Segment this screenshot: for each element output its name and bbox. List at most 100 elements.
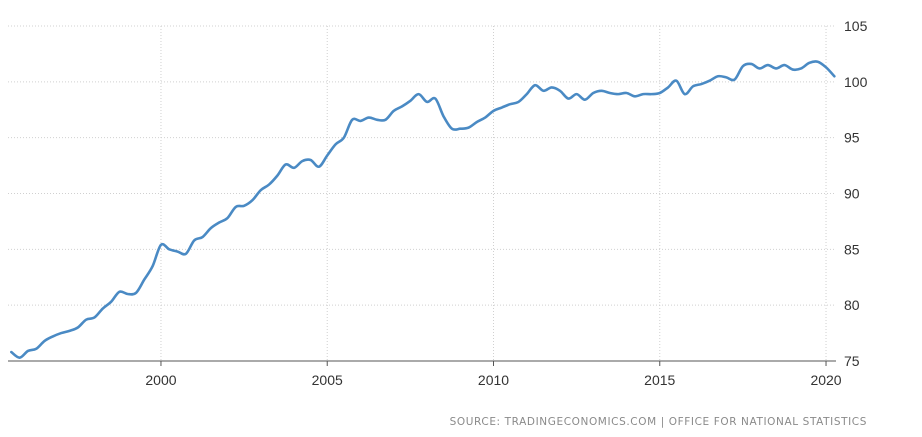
data-point <box>509 103 512 106</box>
data-point <box>43 340 46 343</box>
data-point <box>201 236 204 239</box>
data-point <box>575 93 578 96</box>
y-tick-label: 105 <box>844 18 868 34</box>
data-point <box>650 93 653 96</box>
x-tick-label: 2005 <box>312 372 343 388</box>
data-point <box>359 120 362 123</box>
data-point <box>309 159 312 162</box>
data-point <box>118 290 121 293</box>
data-point <box>492 110 495 113</box>
data-point <box>625 92 628 95</box>
data-point <box>176 250 179 253</box>
data-point <box>700 83 703 86</box>
data-point <box>318 165 321 168</box>
data-point <box>692 85 695 88</box>
data-point <box>642 93 645 96</box>
x-tick-label: 2020 <box>810 372 841 388</box>
x-tick-label: 2000 <box>145 372 176 388</box>
data-point <box>35 347 38 350</box>
data-point <box>93 316 96 319</box>
data-point <box>767 64 770 67</box>
y-tick-label: 100 <box>844 74 868 90</box>
data-point <box>658 92 661 95</box>
data-point <box>609 92 612 95</box>
data-point <box>775 67 778 70</box>
series-line <box>10 60 836 359</box>
data-point <box>451 127 454 130</box>
data-point <box>376 119 379 122</box>
data-point <box>791 68 794 71</box>
data-point <box>301 160 304 163</box>
data-point <box>525 93 528 96</box>
data-point <box>542 89 545 92</box>
data-point <box>758 67 761 70</box>
data-point <box>484 116 487 119</box>
source-note: SOURCE: TRADINGECONOMICS.COM | OFFICE FO… <box>450 416 867 428</box>
data-point <box>559 89 562 92</box>
data-point <box>168 248 171 251</box>
data-point <box>126 293 129 296</box>
data-point <box>708 79 711 82</box>
data-point <box>77 326 80 329</box>
y-tick-label: 85 <box>844 241 860 257</box>
data-point <box>733 78 736 81</box>
data-point <box>351 119 354 122</box>
data-point <box>409 100 412 103</box>
grid <box>8 25 836 362</box>
data-point <box>18 356 21 359</box>
axes <box>8 360 836 366</box>
data-point <box>401 105 404 108</box>
data-point <box>210 227 213 230</box>
y-tick-label: 95 <box>844 130 860 146</box>
data-point <box>825 66 828 69</box>
data-point <box>683 93 686 96</box>
data-point <box>384 119 387 122</box>
data-point <box>426 101 429 104</box>
data-point <box>816 60 819 63</box>
data-point <box>833 75 836 78</box>
data-point <box>135 292 138 295</box>
data-point <box>501 106 504 109</box>
data-point <box>334 143 337 146</box>
data-point <box>143 278 146 281</box>
data-point <box>467 126 470 129</box>
x-tick-label: 2015 <box>644 372 675 388</box>
data-point <box>160 244 163 247</box>
data-point <box>783 64 786 67</box>
data-point <box>634 95 637 98</box>
data-point <box>368 116 371 119</box>
data-point <box>276 174 279 177</box>
data-point <box>725 76 728 79</box>
data-point <box>808 62 811 65</box>
data-point <box>284 163 287 166</box>
data-point <box>326 154 329 157</box>
data-point <box>52 335 55 338</box>
data-point <box>60 332 63 335</box>
data-point <box>442 115 445 118</box>
data-point <box>226 217 229 220</box>
data-point <box>800 67 803 70</box>
data-point <box>10 351 13 354</box>
data-point <box>534 84 537 87</box>
data-point <box>27 350 30 353</box>
data-point <box>750 63 753 66</box>
data-point <box>600 89 603 92</box>
data-point <box>667 86 670 89</box>
data-point <box>675 79 678 82</box>
data-point <box>392 110 395 113</box>
data-point <box>85 318 88 321</box>
data-point <box>434 97 437 100</box>
y-tick-label: 90 <box>844 186 860 202</box>
x-tick-label: 2010 <box>478 372 509 388</box>
data-point <box>101 307 104 310</box>
data-point <box>243 204 246 207</box>
y-tick-label: 75 <box>844 353 860 369</box>
data-point <box>110 301 113 304</box>
data-point <box>68 330 71 333</box>
data-point <box>259 189 262 192</box>
data-point <box>218 221 221 224</box>
data-point <box>617 93 620 96</box>
data-point <box>193 239 196 242</box>
data-point <box>476 121 479 124</box>
